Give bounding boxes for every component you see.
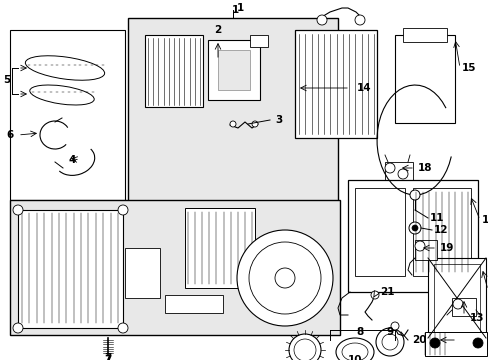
Circle shape	[251, 121, 258, 127]
Circle shape	[370, 291, 378, 299]
Bar	[412, 188, 470, 276]
Bar	[184, 208, 254, 288]
Bar	[207, 40, 260, 100]
Circle shape	[429, 338, 439, 348]
Circle shape	[274, 268, 294, 288]
Circle shape	[408, 222, 420, 234]
Bar	[354, 188, 404, 276]
Bar	[128, 18, 337, 218]
Bar	[433, 264, 479, 332]
Text: 19: 19	[439, 243, 453, 253]
Bar	[10, 30, 125, 200]
Text: 18: 18	[417, 163, 431, 173]
Circle shape	[452, 299, 462, 309]
Bar	[384, 162, 412, 184]
Circle shape	[384, 163, 394, 173]
Circle shape	[229, 121, 236, 127]
Text: 2: 2	[214, 25, 221, 35]
Text: 1: 1	[236, 3, 243, 13]
Text: 13: 13	[469, 313, 484, 323]
Text: 17: 17	[487, 289, 488, 299]
Text: 5: 5	[3, 75, 10, 85]
Bar	[294, 30, 376, 138]
Circle shape	[381, 334, 397, 350]
Circle shape	[390, 322, 398, 330]
Text: 15: 15	[461, 63, 475, 73]
Circle shape	[472, 338, 482, 348]
Circle shape	[409, 190, 419, 200]
Bar	[145, 35, 203, 107]
Bar	[427, 258, 485, 338]
Circle shape	[118, 323, 128, 333]
Text: 21: 21	[379, 287, 394, 297]
Circle shape	[13, 323, 23, 333]
Text: 7: 7	[104, 355, 111, 360]
Text: 6: 6	[7, 130, 14, 140]
Circle shape	[414, 241, 424, 251]
Text: 12: 12	[433, 225, 447, 235]
Bar	[414, 240, 436, 260]
Ellipse shape	[25, 56, 104, 80]
Circle shape	[397, 169, 407, 179]
Ellipse shape	[341, 343, 367, 360]
Text: 10: 10	[347, 355, 362, 360]
Text: 22: 22	[487, 325, 488, 335]
Text: 8: 8	[356, 327, 363, 337]
Ellipse shape	[335, 338, 373, 360]
Text: 14: 14	[356, 83, 371, 93]
Bar	[451, 298, 475, 316]
Bar	[394, 35, 454, 123]
Text: 9: 9	[386, 327, 393, 337]
Text: 11: 11	[429, 213, 444, 223]
Bar	[125, 248, 160, 298]
Text: 7: 7	[104, 353, 111, 360]
Bar	[18, 210, 123, 328]
Circle shape	[316, 15, 326, 25]
Bar	[218, 50, 249, 90]
Circle shape	[118, 205, 128, 215]
Bar	[249, 35, 267, 47]
Ellipse shape	[30, 85, 94, 105]
Bar	[402, 28, 446, 42]
Text: 3: 3	[274, 115, 282, 125]
Bar	[424, 332, 486, 356]
Circle shape	[354, 15, 364, 25]
Text: 1: 1	[231, 5, 238, 15]
Circle shape	[375, 328, 403, 356]
Bar	[164, 295, 223, 313]
Circle shape	[13, 205, 23, 215]
Text: 16: 16	[481, 215, 488, 225]
Circle shape	[237, 230, 332, 326]
Circle shape	[293, 339, 315, 360]
Circle shape	[288, 334, 320, 360]
Bar	[10, 200, 339, 335]
Text: 20: 20	[411, 335, 426, 345]
Text: 4: 4	[68, 155, 76, 165]
Circle shape	[411, 225, 417, 231]
Bar	[347, 180, 477, 292]
Circle shape	[248, 242, 320, 314]
